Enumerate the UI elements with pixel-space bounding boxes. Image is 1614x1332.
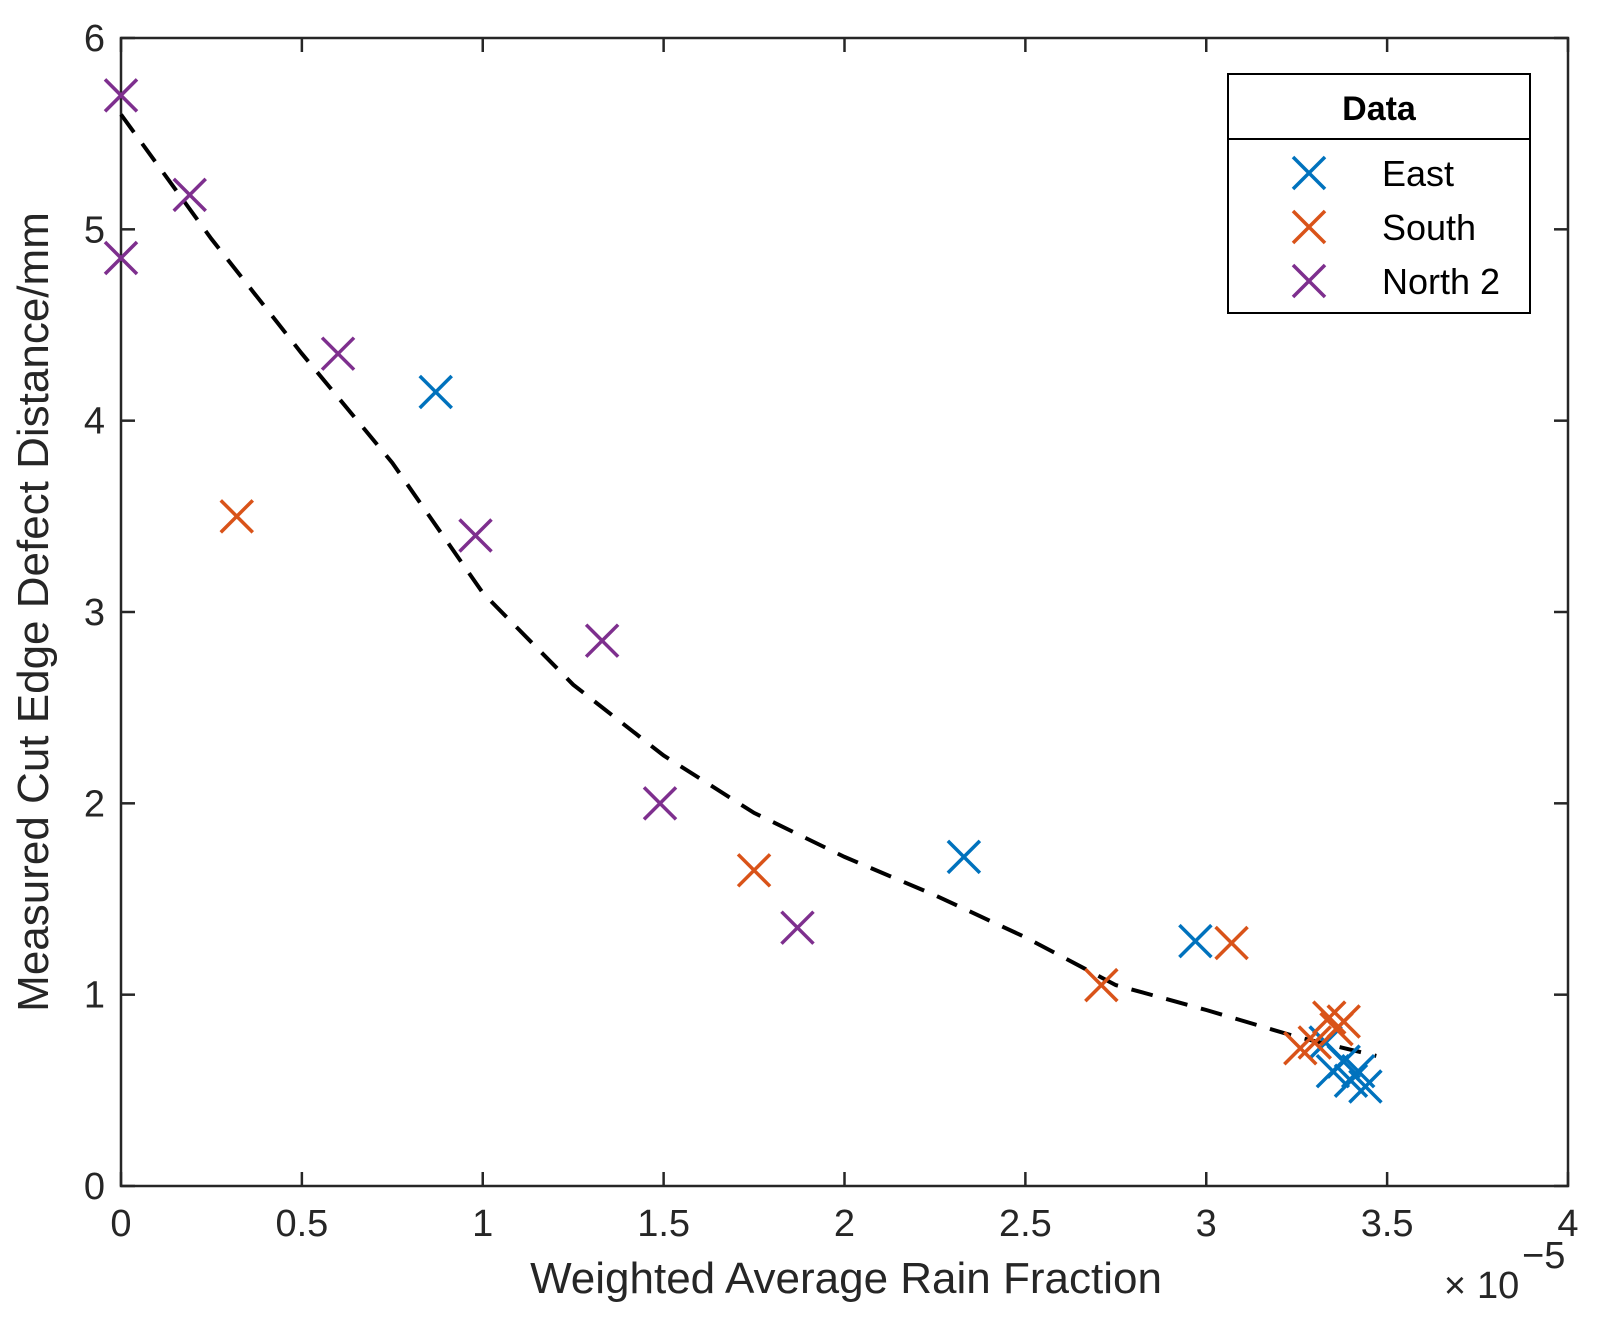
- data-point-south: [1312, 1000, 1347, 1035]
- fit-line: [119, 113, 1377, 1058]
- x-multiplier-prefix: ×: [1444, 1265, 1466, 1307]
- x-tick-label: 2: [834, 1203, 855, 1245]
- y-tick-label: 6: [84, 18, 105, 60]
- legend-entries: East South North 2: [1291, 153, 1500, 302]
- legend-marker-east: [1291, 155, 1327, 191]
- data-point-north-2: [458, 518, 493, 553]
- legend-marker-south: [1291, 209, 1327, 245]
- fit-line-group: [119, 113, 1377, 1058]
- data-point-north-2: [780, 910, 815, 945]
- legend-label-south: South: [1382, 207, 1476, 248]
- data-point-south: [1326, 1004, 1361, 1039]
- data-point-east: [418, 374, 453, 410]
- x-tick-label: 3: [1196, 1203, 1217, 1245]
- x-tick-label: 1: [472, 1203, 493, 1245]
- x-tick-label: 4: [1557, 1203, 1578, 1245]
- data-point-east: [946, 839, 982, 875]
- y-tick-label: 0: [84, 1166, 105, 1208]
- data-point-north-2: [584, 623, 620, 658]
- x-tick-label: 3.5: [1361, 1203, 1414, 1245]
- y-tick-labels: 0 1 2 3 4 5 6: [84, 18, 105, 1208]
- data-point-north-2: [103, 240, 139, 276]
- data-point-south: [1084, 967, 1119, 1003]
- legend-label-east: East: [1382, 153, 1454, 194]
- data-point-east: [1178, 923, 1213, 959]
- x-multiplier-exp: −5: [1522, 1235, 1565, 1277]
- x-tick-label: 1.5: [637, 1203, 690, 1245]
- x-tick-labels: 0 0.5 1 1.5 2 2.5 3 3.5 4: [110, 1203, 1578, 1245]
- data-point-south: [736, 853, 772, 888]
- data-point-north-2: [103, 78, 139, 113]
- data-point-north-2: [172, 177, 207, 213]
- y-tick-label: 5: [84, 209, 105, 251]
- x-tick-label: 0: [110, 1203, 131, 1245]
- y-tick-label: 3: [84, 592, 105, 634]
- y-tick-label: 4: [84, 401, 105, 443]
- legend-box: [1227, 73, 1531, 314]
- x-axis-multiplier: × 10 −5: [1444, 1235, 1565, 1307]
- y-tick-label: 2: [84, 783, 105, 825]
- legend-title: Data: [1342, 90, 1417, 128]
- y-axis-label: Measured Cut Edge Defect Distance/mm: [9, 212, 58, 1012]
- data-point-north-2: [642, 786, 678, 821]
- data-point-north-2: [320, 336, 356, 371]
- x-tick-label: 2.5: [999, 1203, 1052, 1245]
- data-point-south: [1214, 925, 1249, 961]
- y-tick-label: 1: [84, 975, 105, 1017]
- x-axis-label: Weighted Average Rain Fraction: [530, 1254, 1162, 1303]
- data-point-east: [1348, 1069, 1383, 1104]
- data-points: [103, 78, 1383, 1104]
- legend: Data East South North 2: [1227, 73, 1531, 314]
- x-multiplier-base: 10: [1477, 1265, 1519, 1307]
- data-point-south: [1297, 1025, 1333, 1060]
- x-tick-label: 0.5: [275, 1203, 328, 1245]
- legend-marker-north-2: [1291, 263, 1327, 299]
- axis-ticks: [119, 36, 1570, 1188]
- legend-label-north-2: North 2: [1382, 261, 1500, 302]
- data-point-east: [1326, 1044, 1361, 1079]
- data-point-south: [219, 499, 254, 534]
